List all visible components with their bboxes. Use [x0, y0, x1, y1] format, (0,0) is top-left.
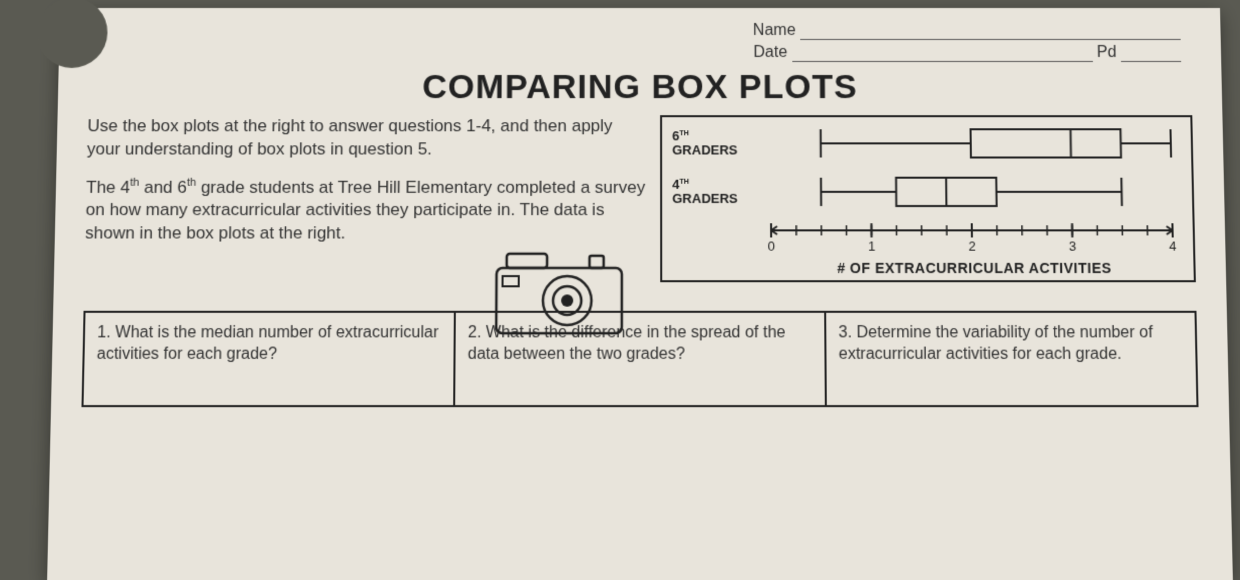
boxplot-panel: 6THGRADERS 4THGRADERS 0 1 2 3 4 # OF EXTRACUR…: [660, 115, 1196, 282]
questions-row: 1. What is the median number of extracur…: [81, 311, 1198, 407]
boxplot-label-0: 6THGRADERS: [672, 129, 765, 158]
pd-blank[interactable]: [1121, 48, 1181, 62]
boxplot-svg-0: [765, 125, 1178, 161]
name-blank[interactable]: [800, 26, 1181, 40]
svg-text:3: 3: [1069, 238, 1077, 252]
header-fields: Name Date Pd: [89, 22, 1191, 62]
pd-label: Pd: [1097, 44, 1117, 61]
date-blank[interactable]: [792, 48, 1093, 62]
axis-caption: # OF EXTRACURRICULAR ACTIVITIES: [765, 260, 1183, 276]
svg-text:1: 1: [868, 238, 875, 252]
boxplot-svg-1: [765, 174, 1178, 210]
date-label: Date: [753, 44, 787, 61]
boxplot-row-0: 6THGRADERS: [672, 125, 1181, 161]
axis-svg: 0 1 2 3 4: [765, 222, 1179, 252]
svg-text:2: 2: [968, 238, 975, 252]
boxplot-row-1: 4THGRADERS: [672, 174, 1182, 210]
svg-text:4: 4: [1169, 238, 1177, 252]
question-3: 3. Determine the variability of the numb…: [824, 313, 1196, 405]
top-area: Use the box plots at the right to answer…: [84, 115, 1196, 282]
page-title: COMPARING BOX PLOTS: [88, 68, 1192, 107]
intro-text: Use the box plots at the right to answer…: [85, 115, 646, 260]
name-label: Name: [753, 22, 796, 39]
camera-icon: [488, 240, 630, 342]
axis-area: 0 1 2 3 4 # OF EXTRACURRICULAR ACTIVITIES: [765, 222, 1184, 276]
question-1: 1. What is the median number of extracur…: [84, 313, 454, 405]
worksheet-paper: Name Date Pd COMPARING BOX PLOTS Use the…: [47, 8, 1233, 580]
svg-text:0: 0: [768, 238, 775, 252]
boxplot-label-1: 4THGRADERS: [672, 177, 765, 206]
intro-p1: Use the box plots at the right to answer…: [87, 115, 646, 161]
intro-p2: The 4th and 6th grade students at Tree H…: [85, 176, 646, 246]
